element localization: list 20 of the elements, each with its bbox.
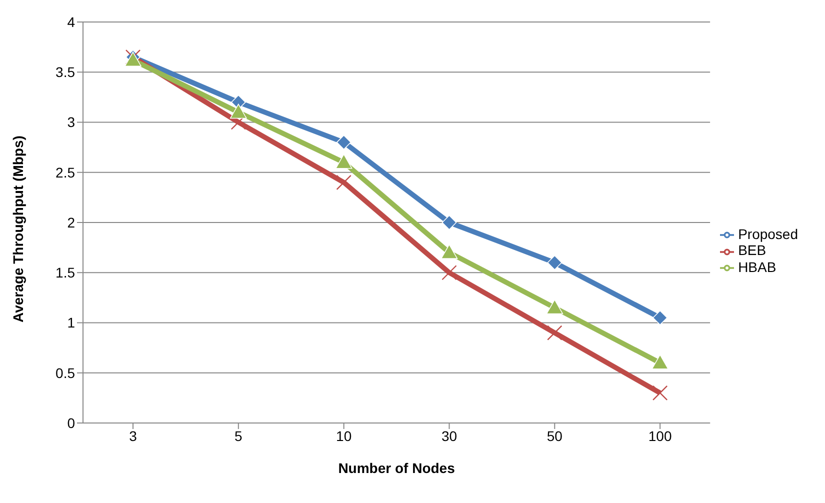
y-tick-label: 3.5 — [56, 64, 76, 80]
y-tick-label: 0 — [67, 414, 76, 431]
x-tick-label: 10 — [336, 428, 352, 444]
y-tick-label: 3 — [67, 114, 76, 130]
y-tick-label: 0.5 — [56, 364, 76, 381]
x-tick-label: 3 — [129, 428, 138, 444]
legend-label: Proposed — [738, 226, 798, 242]
y-tick-label: 2.5 — [56, 164, 76, 180]
x-axis-title: Number of Nodes — [338, 460, 456, 476]
legend-label: HBAB — [738, 258, 776, 275]
y-tick-label: 4 — [67, 14, 76, 30]
x-tick-label: 30 — [441, 428, 458, 444]
legend-label: BEB — [738, 242, 766, 258]
x-tick-label: 50 — [546, 428, 563, 444]
y-axis-title: Average Throughput (Mbps) — [10, 136, 26, 322]
x-tick-label: 5 — [234, 428, 243, 444]
y-tick-label: 2 — [67, 214, 76, 230]
y-tick-label: 1 — [67, 314, 76, 331]
y-tick-label: 1.5 — [56, 264, 76, 281]
x-tick-label: 100 — [648, 428, 672, 444]
